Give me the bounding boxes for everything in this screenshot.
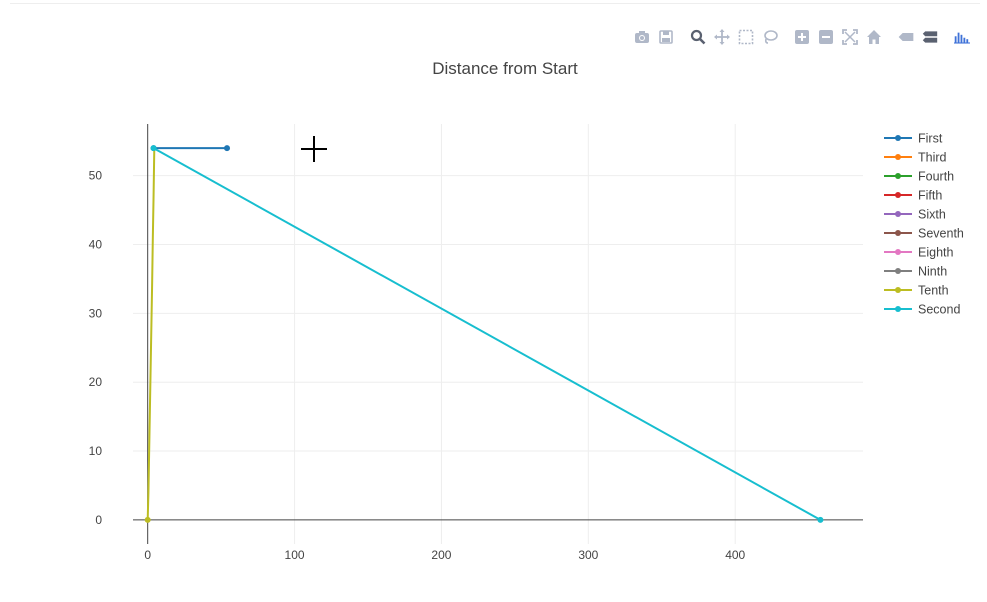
- data-point-tenth: [144, 516, 151, 523]
- legend-swatch-marker: [895, 230, 901, 236]
- y-tick-label: 20: [89, 375, 103, 389]
- x-tick-label: 400: [725, 548, 745, 562]
- x-tick-label: 300: [578, 548, 598, 562]
- zoom-icon[interactable]: [686, 27, 710, 47]
- legend-label: Fifth: [918, 189, 942, 203]
- zoom-in-icon[interactable]: [790, 27, 814, 47]
- grid: [133, 124, 863, 544]
- x-tick-label: 0: [144, 548, 151, 562]
- legend: First Third Fourth Fifth Sixth Seventh Eighth N…: [884, 132, 964, 317]
- reset-axes-icon[interactable]: [862, 27, 886, 47]
- legend-label: Fourth: [918, 170, 954, 184]
- hover-compare-icon[interactable]: [918, 27, 942, 47]
- legend-swatch-marker: [895, 192, 901, 198]
- x-tick-label: 100: [285, 548, 305, 562]
- hover-closest-icon[interactable]: [894, 27, 918, 47]
- autoscale-icon[interactable]: [838, 27, 862, 47]
- y-tick-label: 0: [95, 513, 102, 527]
- zoom-out-icon[interactable]: [814, 27, 838, 47]
- legend-label: Tenth: [918, 284, 949, 298]
- legend-swatch-marker: [895, 268, 901, 274]
- legend-swatch-marker: [895, 173, 901, 179]
- axes: 0 100 200 300 400 0 10 20 30 40 50: [89, 124, 863, 562]
- data-point-first: [224, 145, 231, 152]
- data-point-second: [817, 516, 824, 523]
- lasso-icon[interactable]: [758, 27, 782, 47]
- legend-swatch-marker: [895, 211, 901, 217]
- plotly-logo-icon[interactable]: [950, 27, 974, 47]
- series-line-tenth: [146, 148, 156, 520]
- legend-label: Second: [918, 303, 960, 317]
- chart-title: Distance from Start: [432, 59, 578, 78]
- series-line-second: [153, 147, 821, 521]
- y-tick-label: 50: [89, 169, 103, 183]
- legend-label: Sixth: [918, 208, 946, 222]
- legend-label: Eighth: [918, 246, 953, 260]
- legend-swatch-marker: [895, 249, 901, 255]
- legend-label: Third: [918, 151, 947, 165]
- box-select-icon[interactable]: [734, 27, 758, 47]
- save-icon[interactable]: [654, 27, 678, 47]
- y-tick-label: 10: [89, 444, 103, 458]
- modebar: [630, 27, 974, 47]
- legend-swatch-marker: [895, 135, 901, 141]
- data-point-second: [150, 145, 157, 152]
- legend-swatch-marker: [895, 306, 901, 312]
- y-tick-label: 40: [89, 237, 103, 251]
- pan-icon[interactable]: [710, 27, 734, 47]
- legend-label: First: [918, 132, 943, 146]
- top-divider: [10, 3, 980, 4]
- legend-label: Ninth: [918, 265, 947, 279]
- crosshair-cursor: [301, 136, 327, 162]
- camera-icon[interactable]: [630, 27, 654, 47]
- series-layer: [144, 145, 824, 523]
- y-tick-label: 30: [89, 306, 103, 320]
- legend-label: Seventh: [918, 227, 964, 241]
- legend-swatch-marker: [895, 287, 901, 293]
- legend-swatch-marker: [895, 154, 901, 160]
- x-tick-label: 200: [431, 548, 451, 562]
